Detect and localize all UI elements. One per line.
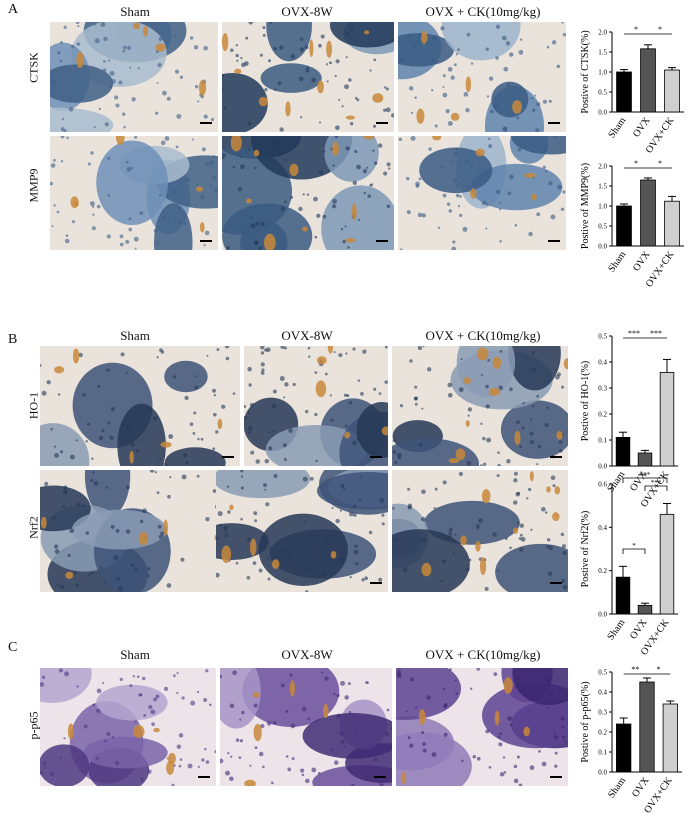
y-tick-label: 0.4	[598, 359, 607, 367]
col-header-ovx: OVX-8W	[281, 647, 333, 662]
micrograph-tile	[392, 470, 568, 592]
y-axis-label: Postive of CTSK(%)	[580, 30, 591, 113]
bar	[615, 576, 631, 615]
y-axis-label: Postive of HO-1(%)	[580, 361, 591, 442]
significance-mark: *	[634, 25, 638, 34]
y-tick-label: 0.5	[598, 223, 607, 231]
significance-mark: ***	[651, 479, 662, 487]
category-label: Sham	[606, 115, 628, 140]
y-tick-label: 0.5	[598, 669, 607, 677]
significance-mark: ***	[628, 329, 640, 338]
micrograph-tile	[398, 136, 566, 250]
bar	[640, 48, 656, 113]
y-tick-label: 0.1	[598, 749, 607, 757]
y-tick-label: 0.4	[598, 689, 607, 697]
bar	[664, 69, 680, 113]
micrograph-tile	[396, 668, 568, 786]
category-label: Sham	[606, 775, 628, 800]
y-tick-label: 0.5	[598, 89, 607, 97]
micrograph-tile	[222, 136, 394, 250]
micrograph-tile	[220, 668, 392, 786]
category-label: Sham	[605, 469, 627, 494]
y-tick-label: 0.0	[598, 109, 607, 117]
panel-letter-a: A	[8, 2, 19, 17]
significance-mark: *	[632, 542, 636, 550]
y-tick-label: 2.0	[598, 29, 607, 37]
col-header-ovx-ck: OVX + CK(10mg/kg)	[425, 647, 541, 662]
y-tick-label: 1.5	[598, 49, 607, 57]
y-tick-label: 0.0	[598, 243, 607, 251]
y-tick-label: 0.0	[598, 611, 607, 619]
y-tick-label: 0.3	[598, 709, 607, 717]
category-label: OVX	[630, 775, 652, 800]
panel-letter-b: B	[8, 332, 18, 347]
y-tick-label: 0.2	[598, 729, 607, 737]
significance-mark: ***	[640, 471, 651, 479]
bar	[616, 205, 632, 247]
bar	[640, 179, 656, 247]
micrograph-tile	[392, 346, 568, 466]
col-header-sham: Sham	[120, 4, 150, 19]
category-label: OVX	[631, 115, 653, 140]
micrograph-tile	[40, 668, 216, 786]
significance-mark: ***	[650, 329, 662, 338]
category-label: OVX	[631, 249, 653, 274]
bar	[637, 452, 653, 467]
significance-mark: *	[634, 159, 638, 168]
y-tick-label: 0.5	[598, 333, 607, 341]
y-tick-label: 0.4	[598, 524, 607, 532]
category-label: OVX	[628, 617, 650, 642]
col-header-sham: Sham	[120, 647, 150, 662]
y-axis-label: Postive of MMP9(%)	[580, 163, 591, 249]
micrograph-tile	[40, 470, 240, 592]
bar	[637, 604, 653, 615]
col-header-ovx-ck: OVX + CK(10mg/kg)	[425, 328, 541, 343]
col-header-ovx: OVX-8W	[281, 328, 333, 343]
y-tick-label: 1.0	[598, 203, 607, 211]
significance-mark: *	[657, 665, 661, 674]
bar	[615, 436, 631, 467]
y-tick-label: 0.6	[598, 481, 607, 489]
col-header-ovx: OVX-8W	[281, 4, 333, 19]
micrograph-tile	[398, 22, 566, 132]
bar	[664, 200, 680, 247]
micrograph-tile	[50, 22, 218, 132]
category-label: Sham	[605, 617, 627, 642]
panel-letter-c: C	[8, 640, 18, 655]
bar	[659, 513, 675, 615]
significance-bracket	[622, 548, 646, 554]
y-tick-label: 0.0	[598, 769, 607, 777]
col-header-sham: Sham	[120, 328, 150, 343]
category-label: Sham	[606, 249, 628, 274]
y-tick-label: 0.2	[598, 411, 607, 419]
bar	[639, 681, 655, 773]
bar	[616, 723, 632, 773]
y-axis-label: Postive of p-p65(%)	[580, 681, 591, 762]
significance-bracket	[644, 485, 668, 491]
micrograph-tile	[216, 470, 388, 592]
y-tick-label: 0.2	[598, 567, 607, 575]
y-tick-label: 1.0	[598, 69, 607, 77]
y-tick-label: 0.0	[598, 463, 607, 471]
col-header-ovx-ck: OVX + CK(10mg/kg)	[425, 4, 541, 19]
micrograph-tile	[40, 346, 240, 466]
significance-mark: *	[658, 159, 662, 168]
y-tick-label: 2.0	[598, 163, 607, 171]
y-tick-label: 0.1	[598, 437, 607, 445]
micrograph-tile	[244, 346, 388, 466]
bar	[616, 71, 632, 113]
y-tick-label: 1.5	[598, 183, 607, 191]
bar	[659, 371, 675, 467]
y-tick-label: 0.3	[598, 385, 607, 393]
significance-mark: **	[631, 665, 639, 674]
bar	[662, 703, 678, 773]
micrograph-tile	[50, 136, 218, 250]
y-axis-label: Postive of Nrf2(%)	[580, 511, 591, 588]
significance-bracket	[622, 477, 668, 483]
micrograph-tile	[222, 22, 394, 132]
significance-mark: *	[658, 25, 662, 34]
